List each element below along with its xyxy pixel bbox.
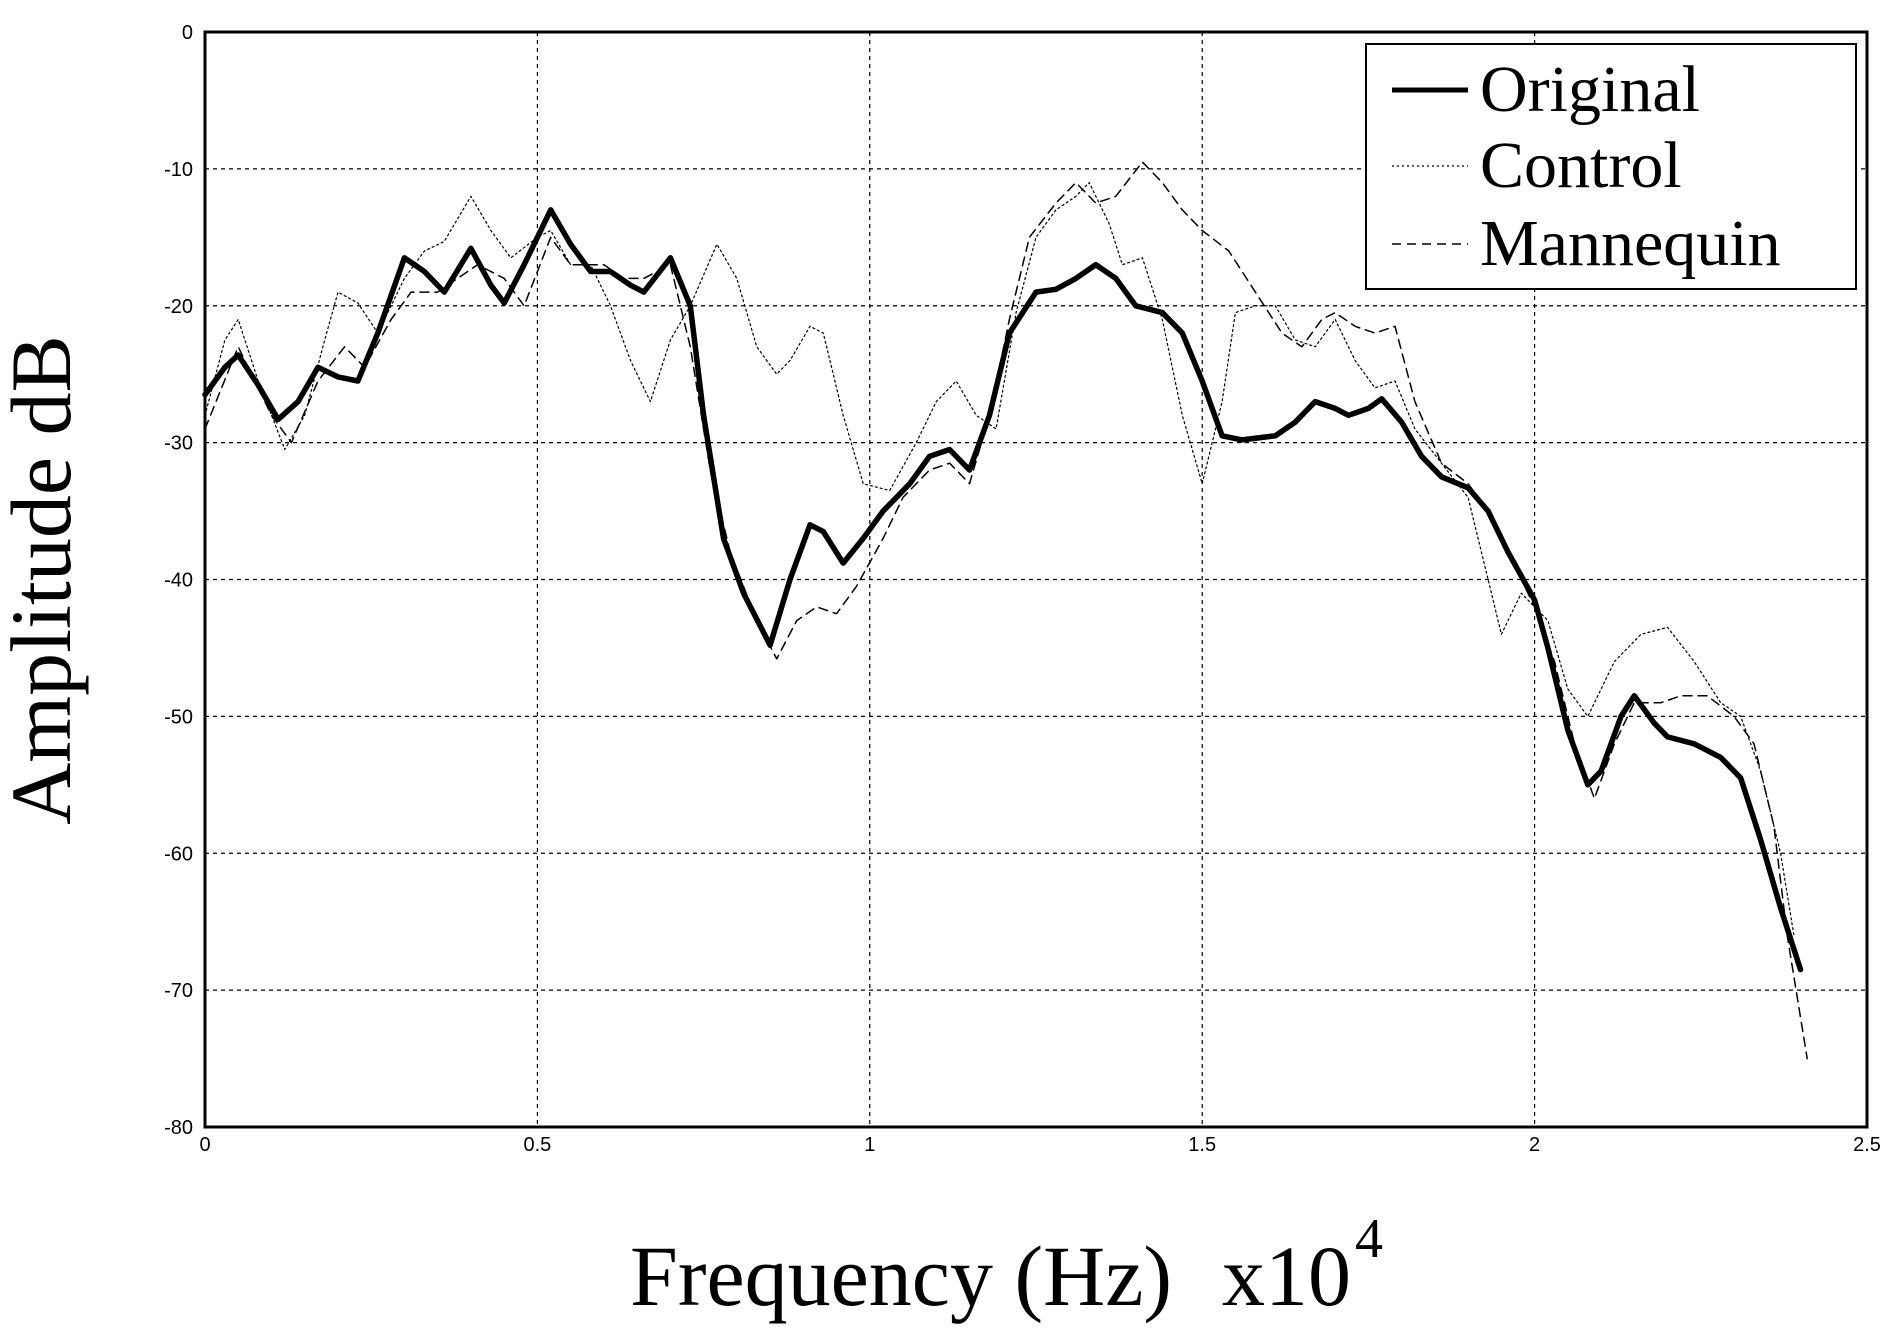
x-tick-label: 2 bbox=[1529, 1134, 1540, 1156]
y-tick-label: -50 bbox=[164, 706, 193, 728]
series-layer bbox=[202, 161, 1808, 1060]
series-line-control bbox=[204, 182, 1795, 936]
x-axis-title-text: Frequency (Hz) bbox=[630, 1228, 1172, 1324]
y-tick-label: -30 bbox=[164, 433, 193, 455]
y-axis-title: Amplitude dB bbox=[0, 335, 89, 825]
y-tick-label: -20 bbox=[164, 296, 193, 318]
plot-frame bbox=[203, 30, 1869, 1129]
y-tick-label: 0 bbox=[182, 22, 193, 44]
series-line-original bbox=[202, 207, 1804, 973]
legend: Original Control Mannequin bbox=[1365, 43, 1857, 290]
legend-label-original: Original bbox=[1480, 53, 1700, 126]
x-axis-multiplier: x10 bbox=[1222, 1228, 1351, 1324]
y-tick-label: -80 bbox=[164, 1117, 193, 1139]
legend-label-mannequin: Mannequin bbox=[1480, 207, 1781, 280]
x-tick-label: 0 bbox=[199, 1134, 210, 1156]
x-axis-multiplier-exponent: 4 bbox=[1355, 1208, 1383, 1270]
x-tick-label: 1 bbox=[864, 1134, 875, 1156]
y-tick-label: -60 bbox=[164, 843, 193, 865]
series-line-mannequin bbox=[204, 161, 1808, 1060]
x-tick-label: 0.5 bbox=[523, 1134, 551, 1156]
y-tick-label: -10 bbox=[164, 159, 193, 181]
x-axis-title: Frequency (Hz) x104 bbox=[630, 1208, 1383, 1324]
legend-label-control: Control bbox=[1480, 129, 1682, 202]
y-tick-label: -70 bbox=[164, 980, 193, 1002]
x-tick-label: 2.5 bbox=[1853, 1134, 1881, 1156]
tick-labels: 0 0.5 1 1.5 2 2.5 0 -10 -20 -30 -40 -50 -60 -70 -80 bbox=[164, 22, 1881, 1156]
x-tick-label: 1.5 bbox=[1188, 1134, 1216, 1156]
y-tick-label: -40 bbox=[164, 570, 193, 592]
